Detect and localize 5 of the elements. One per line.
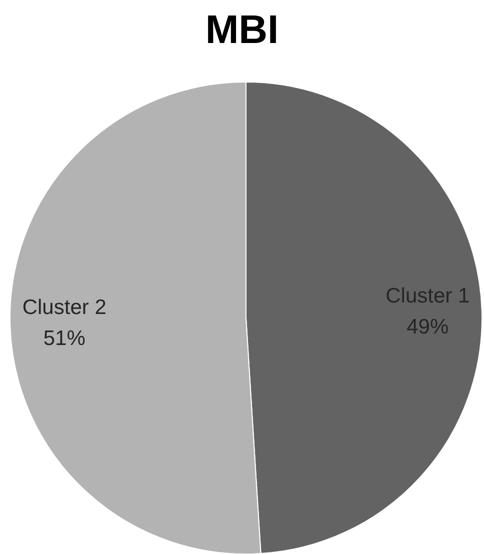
slice-label: Cluster 1 <box>386 284 470 308</box>
data-label: 49% <box>406 315 449 338</box>
data-label: 51% <box>43 326 86 350</box>
chart-title: MBI <box>205 8 279 52</box>
slice-label: Cluster 2 <box>22 296 106 319</box>
